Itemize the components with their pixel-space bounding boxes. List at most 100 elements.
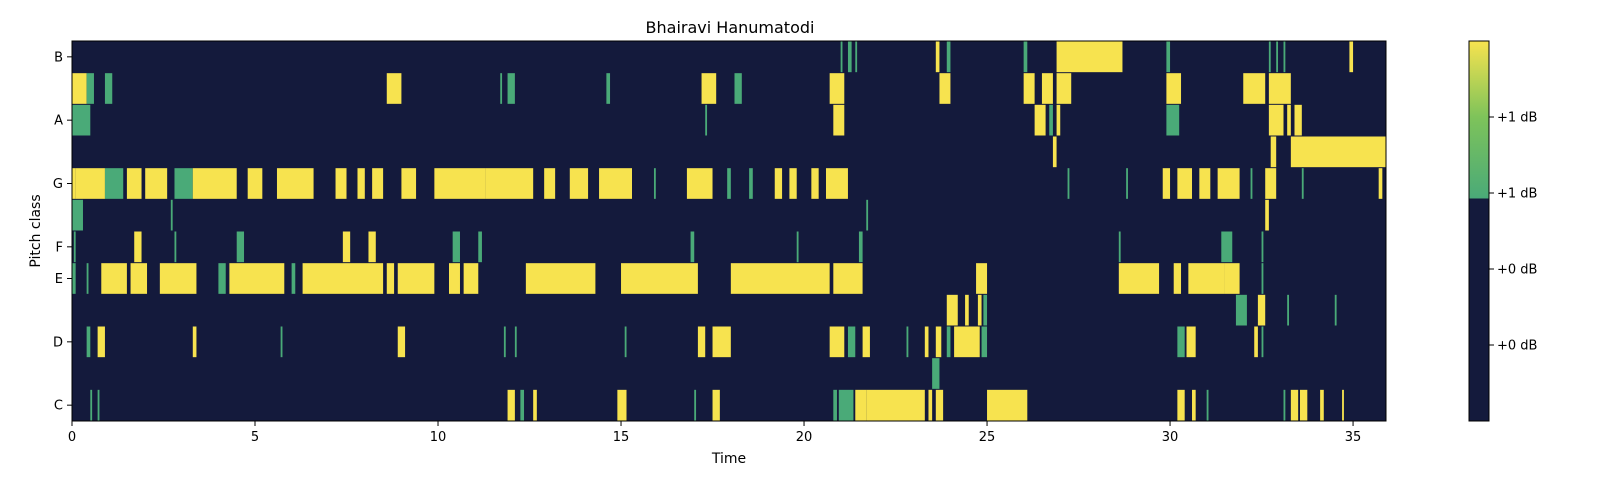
heatmap-cell-G bbox=[1378, 168, 1383, 199]
heatmap-cell-E bbox=[976, 263, 988, 294]
heatmap-cell-Asharp bbox=[104, 73, 113, 104]
heatmap-cell-E bbox=[302, 263, 384, 294]
heatmap-cell-Asharp bbox=[939, 73, 951, 104]
heatmap-cell-Asharp bbox=[500, 73, 503, 104]
heatmap-cell-G bbox=[749, 168, 753, 199]
heatmap-cell-G bbox=[1265, 168, 1277, 199]
heatmap-cell-D bbox=[1177, 326, 1185, 358]
x-axis-label: Time bbox=[711, 451, 746, 467]
heatmap-cell-A bbox=[1166, 104, 1180, 136]
heatmap-cell-E bbox=[229, 263, 285, 294]
heatmap-cell-F bbox=[73, 231, 76, 263]
heatmap-cell-C bbox=[507, 389, 515, 421]
heatmap-cell-G bbox=[1177, 168, 1193, 199]
heatmap-cell-E bbox=[463, 263, 479, 294]
heatmap-cell-A bbox=[1034, 104, 1046, 136]
heatmap-cell-B bbox=[840, 41, 843, 73]
heatmap-cell-G bbox=[276, 168, 314, 199]
heatmap-cell-A bbox=[1287, 104, 1291, 136]
heatmap-cell-Csharp bbox=[932, 358, 940, 389]
y-tick-label: B bbox=[54, 50, 63, 65]
heatmap-cell-A bbox=[833, 104, 845, 136]
heatmap-cell-C bbox=[694, 389, 697, 421]
y-tick-label: A bbox=[54, 114, 63, 129]
x-tick-label: 20 bbox=[796, 430, 813, 445]
heatmap-cell-F bbox=[858, 231, 863, 263]
y-tick-label: D bbox=[53, 335, 63, 350]
heatmap-cell-C bbox=[97, 389, 100, 421]
heatmap-cell-G bbox=[1067, 168, 1070, 199]
heatmap-cell-Dsharp bbox=[1257, 294, 1266, 326]
heatmap-cell-D bbox=[924, 326, 929, 358]
heatmap-cell-C bbox=[838, 389, 854, 421]
heatmap-cell-E bbox=[1188, 263, 1225, 294]
colorbar-tick-label: +0 dB bbox=[1497, 339, 1537, 354]
heatmap-cell-B bbox=[1276, 41, 1279, 73]
heatmap-cell-E bbox=[397, 263, 435, 294]
heatmap-cell-E bbox=[621, 263, 698, 294]
x-tick-label: 25 bbox=[979, 430, 996, 445]
heatmap-cell-C bbox=[866, 389, 925, 421]
heatmap-cell-Fsharp bbox=[170, 199, 173, 231]
y-tick-label: G bbox=[53, 177, 63, 192]
heatmap-cell-C bbox=[520, 389, 525, 421]
heatmap-cell-G bbox=[174, 168, 193, 199]
heatmap-cell-G bbox=[1217, 168, 1240, 199]
heatmap-cell-B bbox=[1283, 41, 1286, 73]
heatmap-cell-B bbox=[1268, 41, 1271, 73]
colorbar-ticks: +1 dB +1 dB +0 dB +0 dB bbox=[1489, 111, 1537, 354]
heatmap-cell-C bbox=[1342, 389, 1344, 421]
heatmap-cell-F bbox=[690, 231, 695, 263]
heatmap-cell-Asharp bbox=[507, 73, 515, 104]
heatmap-cell-E bbox=[833, 263, 863, 294]
heatmap-cell-G bbox=[485, 168, 534, 199]
heatmap-cell-F bbox=[1118, 231, 1121, 263]
heatmap-cell-G bbox=[192, 168, 237, 199]
heatmap-cell-G bbox=[789, 168, 797, 199]
heatmap-cell-F bbox=[134, 231, 142, 263]
heatmap-cell-Asharp bbox=[1166, 73, 1182, 104]
heatmap-cell-Fsharp bbox=[72, 199, 83, 231]
heatmap-cell-A bbox=[1049, 104, 1053, 136]
heatmap-cell-C bbox=[1320, 389, 1324, 421]
heatmap-cell-C bbox=[617, 389, 627, 421]
y-tick-label: C bbox=[54, 399, 63, 414]
heatmap-cell-D bbox=[712, 326, 731, 358]
heatmap-cell-G bbox=[1126, 168, 1128, 199]
heatmap-cell-E bbox=[291, 263, 296, 294]
heatmap-cell-G bbox=[104, 168, 124, 199]
heatmap-cell-F bbox=[342, 231, 351, 263]
heatmap-cell-D bbox=[503, 326, 506, 358]
heatmap-cell-F bbox=[796, 231, 799, 263]
colorbar-tick-label: +0 dB bbox=[1497, 263, 1537, 278]
heatmap-cell-A bbox=[1056, 104, 1061, 136]
heatmap-cell-C bbox=[712, 389, 720, 421]
heatmap-cell-Dsharp bbox=[946, 294, 958, 326]
heatmap-cell-G bbox=[1250, 168, 1253, 199]
heatmap-cell-Asharp bbox=[1023, 73, 1035, 104]
heatmap-cell-Dsharp bbox=[1287, 294, 1290, 326]
heatmap-cell-B bbox=[1166, 41, 1171, 73]
heatmap-cell-E bbox=[525, 263, 596, 294]
heatmap-cell-G bbox=[825, 168, 848, 199]
heatmap-cell-E bbox=[101, 263, 127, 294]
heatmap-cell-D bbox=[981, 326, 988, 358]
heatmap-cell-Dsharp bbox=[1235, 294, 1247, 326]
y-axis: C D E F G A B bbox=[53, 50, 72, 414]
heatmap-cell-D bbox=[829, 326, 845, 358]
heatmap-cell-Fsharp bbox=[1265, 199, 1269, 231]
heatmap-cell-C bbox=[1290, 389, 1299, 421]
x-tick-label: 5 bbox=[251, 430, 259, 445]
heatmap-cell-F bbox=[478, 231, 482, 263]
heatmap-cell-G bbox=[599, 168, 632, 199]
heatmap-cell-D bbox=[1186, 326, 1196, 358]
heatmap-cell-E bbox=[449, 263, 460, 294]
heatmap-cell-G bbox=[126, 168, 142, 199]
heatmap-cell-G bbox=[357, 168, 365, 199]
heatmap-cell-Gsharp bbox=[1270, 136, 1277, 168]
heatmap-cell-E bbox=[386, 263, 395, 294]
x-tick-label: 0 bbox=[68, 430, 76, 445]
heatmap-cell-A bbox=[1268, 104, 1284, 136]
heatmap-cell-C bbox=[987, 389, 1028, 421]
heatmap-cell-G bbox=[774, 168, 783, 199]
